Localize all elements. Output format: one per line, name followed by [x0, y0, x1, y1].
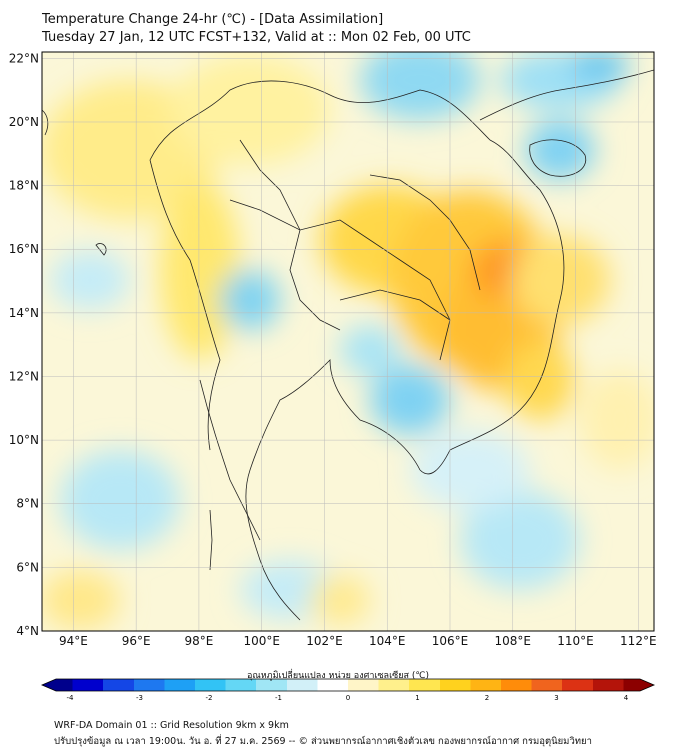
colorbar-tick-label: 3 — [554, 694, 558, 702]
map-subtitle: Tuesday 27 Jan, 12 UTC FCST+132, Valid a… — [42, 30, 471, 45]
colorbar-tick-label: -2 — [206, 694, 213, 702]
lon-tick-label: 102°E — [306, 634, 343, 648]
latitude-labels: 22°N 20°N 18°N 16°N 14°N 12°N 10°N 8°N 6°N 4°N — [9, 51, 39, 638]
lat-tick-label: 4°N — [16, 624, 39, 638]
lat-tick-label: 10°N — [9, 433, 39, 447]
lon-tick-label: 108°E — [495, 634, 532, 648]
colorbar-tick-label: 4 — [624, 694, 629, 702]
longitude-labels: 94°E 96°E 98°E 100°E 102°E 104°E 106°E 108°E 110… — [59, 634, 657, 648]
colorbar-ticks: -4 -3 -2 -1 0 1 2 3 4 — [67, 694, 629, 702]
lon-tick-label: 106°E — [432, 634, 469, 648]
colorbar-tick-label: -1 — [275, 694, 282, 702]
colorbar-tick-label: -3 — [136, 694, 143, 702]
graticule — [42, 52, 654, 631]
temperature-field — [42, 52, 654, 631]
colorbar-tick-label: 1 — [415, 694, 419, 702]
colorbar-title: อุณหภูมิเปลี่ยนแปลง หน่วย องศาเซลเซียส (… — [246, 671, 430, 681]
lon-tick-label: 110°E — [557, 634, 594, 648]
colorbar-tick-label: 0 — [346, 694, 350, 702]
lon-tick-label: 100°E — [243, 634, 280, 648]
lat-tick-label: 20°N — [9, 115, 39, 129]
colorbar-tick-label: -4 — [67, 694, 75, 702]
lat-tick-label: 16°N — [9, 242, 39, 256]
lat-tick-label: 12°N — [9, 369, 39, 383]
map-title: Temperature Change 24-hr (℃) - [Data Ass… — [42, 12, 384, 27]
lon-tick-label: 112°E — [620, 634, 657, 648]
coastlines-borders — [42, 69, 654, 621]
lon-tick-label: 104°E — [369, 634, 406, 648]
lat-tick-label: 6°N — [16, 560, 39, 574]
lon-tick-label: 94°E — [59, 634, 88, 648]
footer-model-info: WRF-DA Domain 01 :: Grid Resolution 9km … — [54, 720, 289, 731]
map-frame — [41, 51, 655, 632]
lat-tick-label: 22°N — [9, 51, 39, 65]
lat-tick-label: 8°N — [16, 497, 39, 511]
lat-tick-label: 18°N — [9, 179, 39, 193]
colorbar-tick-label: 2 — [485, 694, 489, 702]
lon-tick-label: 98°E — [184, 634, 213, 648]
lat-tick-label: 14°N — [9, 306, 39, 320]
lon-tick-label: 96°E — [122, 634, 151, 648]
footer-credits: ปรับปรุงข้อมูล ณ เวลา 19:00น. วัน อ. ที่… — [54, 736, 592, 747]
colorbar: -4 -3 -2 -1 0 1 2 3 4 — [40, 678, 656, 702]
